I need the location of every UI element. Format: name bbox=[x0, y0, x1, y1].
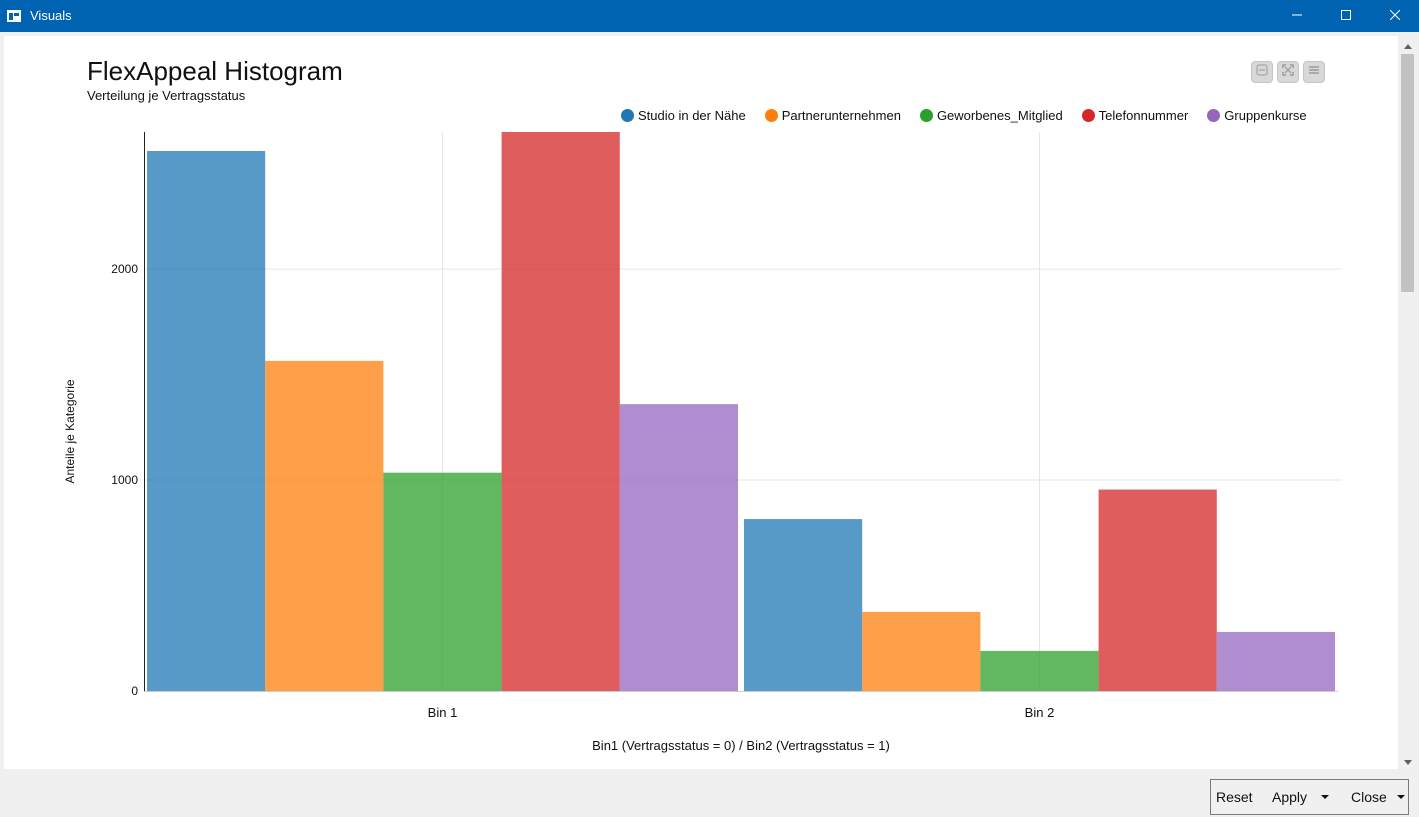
menu-icon bbox=[1308, 63, 1320, 81]
x-tick-label: Bin 1 bbox=[428, 705, 458, 720]
caret-down-icon bbox=[1321, 795, 1329, 799]
scroll-up-button[interactable] bbox=[1399, 36, 1416, 53]
bar-1-2 bbox=[980, 650, 1099, 691]
bar-0-0 bbox=[147, 150, 266, 691]
caret-down-icon bbox=[1397, 795, 1405, 799]
minus-icon bbox=[1256, 63, 1268, 81]
legend-marker bbox=[621, 108, 634, 122]
y-tick-label: 1000 bbox=[111, 473, 138, 487]
minimize-icon bbox=[1292, 7, 1302, 25]
chart-menu-button[interactable] bbox=[1303, 61, 1325, 83]
legend-item[interactable]: Gruppenkurse bbox=[1207, 107, 1307, 123]
chart-legend: Studio in der Nähe Partnerunternehmen Gewo… bbox=[621, 106, 1326, 124]
legend-marker bbox=[1207, 108, 1221, 122]
minimize-button[interactable] bbox=[1273, 0, 1321, 32]
legend-item[interactable]: Telefonnummer bbox=[1081, 107, 1189, 123]
arrow-up-icon bbox=[1403, 36, 1412, 54]
maximize-button[interactable] bbox=[1322, 0, 1370, 32]
legend-item[interactable]: Partnerunternehmen bbox=[764, 107, 901, 123]
bar-0-3 bbox=[501, 132, 620, 691]
y-axis-label: Anteile je Kategorie bbox=[63, 379, 77, 483]
vertical-scrollbar[interactable] bbox=[1399, 36, 1416, 769]
chart-minimize-button[interactable] bbox=[1251, 61, 1273, 83]
legend-marker bbox=[1081, 108, 1095, 122]
close-window-button[interactable] bbox=[1371, 0, 1419, 32]
bar-1-0 bbox=[744, 519, 863, 691]
bar-1-4 bbox=[1216, 631, 1335, 691]
chart-subtitle: Verteilung je Vertragsstatus bbox=[87, 88, 246, 103]
expand-icon bbox=[1282, 63, 1294, 81]
close-dropdown-button[interactable] bbox=[1397, 780, 1405, 814]
scroll-down-button[interactable] bbox=[1399, 752, 1416, 769]
chart-panel: 0 1000 2000 Bin 1 Bin 2 Bin1 (Vertragsstatus … bbox=[4, 36, 1398, 769]
button-bar: Reset Apply Close bbox=[0, 769, 1419, 817]
arrow-down-icon bbox=[1403, 752, 1412, 770]
legend-label: Partnerunternehmen bbox=[781, 107, 901, 123]
bar-1-1 bbox=[862, 611, 981, 691]
app-window-icon bbox=[7, 9, 21, 22]
maximize-icon bbox=[1341, 7, 1351, 25]
histogram-chart: 0 1000 2000 Bin 1 Bin 2 Bin1 (Vertragsstatus … bbox=[63, 132, 1342, 753]
legend-marker bbox=[919, 108, 933, 122]
reset-button[interactable]: Reset bbox=[1216, 789, 1253, 805]
legend-item[interactable]: Geworbenes_Mitglied bbox=[919, 107, 1063, 123]
chart-fullscreen-button[interactable] bbox=[1277, 61, 1299, 83]
legend-item[interactable]: Studio in der Nähe bbox=[621, 108, 746, 123]
apply-dropdown-button[interactable] bbox=[1321, 780, 1329, 814]
legend-marker bbox=[764, 108, 778, 122]
y-tick-label: 2000 bbox=[111, 262, 138, 276]
bar-0-1 bbox=[265, 360, 384, 691]
legend-label: Geworbenes_Mitglied bbox=[936, 107, 1063, 123]
bar-1-3 bbox=[1098, 489, 1217, 691]
legend-label: Telefonnummer bbox=[1098, 107, 1189, 123]
close-icon bbox=[1389, 7, 1401, 25]
title-bar[interactable]: Visuals bbox=[0, 0, 1419, 32]
x-tick-label: Bin 2 bbox=[1025, 705, 1055, 720]
scroll-thumb[interactable] bbox=[1401, 54, 1414, 292]
footer-button-group: Reset Apply Close bbox=[1210, 779, 1409, 815]
bar-0-4 bbox=[619, 404, 738, 691]
chart-title: FlexAppeal Histogram bbox=[87, 56, 343, 86]
apply-button[interactable]: Apply bbox=[1272, 789, 1308, 805]
bar-0-2 bbox=[383, 472, 502, 691]
close-button[interactable]: Close bbox=[1351, 789, 1387, 805]
window-title: Visuals bbox=[30, 8, 72, 23]
y-tick-label: 0 bbox=[131, 684, 138, 698]
x-axis-label: Bin1 (Vertragsstatus = 0) / Bin2 (Vertra… bbox=[592, 738, 890, 753]
legend-label: Gruppenkurse bbox=[1224, 107, 1307, 123]
legend-label: Studio in der Nähe bbox=[638, 107, 746, 123]
